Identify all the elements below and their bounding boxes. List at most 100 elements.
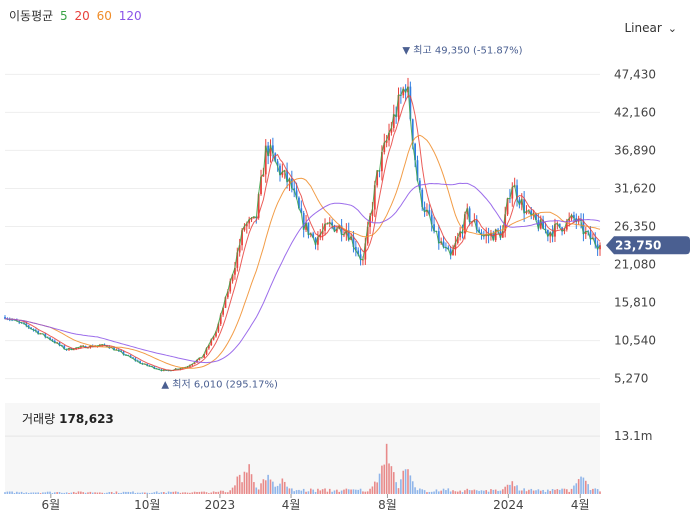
x-tick-label: 4월 [282,498,301,512]
volume-bar [442,488,445,494]
volume-bar [82,492,85,494]
volume-bar [440,490,442,494]
volume-bar [539,490,542,494]
volume-bar [234,485,236,494]
volume-bar [324,488,326,494]
scale-selector[interactable]: Linear ⌄ [624,21,677,35]
candle-body [468,208,471,222]
volume-bar [125,491,127,494]
volume-bar [492,489,495,494]
candle-body [236,252,239,268]
volume-bar [544,491,547,494]
volume-bar [338,491,341,494]
volume-bar [184,492,186,494]
candle-body [68,348,70,350]
volume-bar [568,491,570,494]
volume-bar [592,488,594,494]
candle-body [210,339,213,346]
volume-bar [200,491,203,494]
volume-bar [423,490,426,494]
volume-bar [464,490,466,494]
volume-bar [77,491,80,494]
candle-body [594,237,597,245]
volume-bar [179,492,182,494]
volume-bar [146,492,149,494]
candle-body [174,368,177,371]
volume-bar [151,492,153,494]
candle-body [49,337,51,340]
candle-body [530,210,533,216]
volume-bar [575,483,578,494]
legend-ma5[interactable]: 5 [60,9,68,23]
candle-body [129,355,132,358]
volume-bar [68,493,70,494]
volume-bar [355,489,357,494]
legend-ma120[interactable]: 120 [118,9,142,23]
y-tick-label: 5,270 [614,372,648,386]
candle-body [478,229,481,233]
volume-bar [366,491,369,494]
volume-bar [295,490,298,494]
candle-body [437,231,440,244]
volume-bar [447,488,450,494]
volume-bar [378,473,381,494]
volume-bar [411,481,414,494]
candle-body [423,206,426,212]
volume-bar [542,489,544,494]
volume-bar [210,492,213,494]
volume-bar [250,474,253,494]
volume-bar [132,491,134,494]
volume-bar [236,476,239,494]
candle-body [518,199,521,205]
volume-bar [117,492,120,494]
candle-body [189,365,191,367]
x-tick-label: 8월 [378,498,397,512]
candle-body [262,174,265,177]
volume-bar [326,491,329,494]
volume-bar [160,492,163,494]
volume-bar [229,490,231,494]
candle-body [226,291,229,298]
volume-bar [91,492,94,494]
volume-bar [371,486,374,494]
candle-body [542,219,545,229]
volume-bar [499,490,502,494]
volume-bar [224,492,227,494]
volume-bar [359,488,362,494]
candle-body [269,145,272,157]
candle-body [267,145,270,157]
volume-gridlines [5,403,600,493]
volume-bar [103,493,106,494]
candle-body [433,224,435,232]
volume-bar [32,492,35,494]
candle-body [293,188,296,191]
candle-body [506,198,509,215]
volume-title: 거래량 [22,412,56,426]
candle-body [271,145,274,154]
volume-bar [155,491,158,494]
candle-body [347,230,350,240]
volume-bar [212,491,215,494]
legend-ma60[interactable]: 60 [96,9,112,23]
y-tick-label: 10,540 [614,334,656,348]
volume-label: 거래량 178,623 [22,410,114,427]
volume-bar [364,491,367,494]
candle-body [549,232,552,237]
volume-bar [167,491,170,494]
candle-body [544,228,547,231]
candle-body [260,176,262,195]
volume-bar [314,491,317,494]
volume-bar [110,491,113,494]
high-annotation: ▼ 최고 49,350 (-51.87%) [402,45,522,57]
candle-body [229,281,232,292]
volume-bar [120,492,122,494]
volume-bar [87,492,89,494]
legend-ma20[interactable]: 20 [74,9,90,23]
candle-body [63,345,66,350]
volume-bar [416,490,419,494]
candle-body [366,226,369,244]
candle-body [279,165,281,176]
volume-bar [56,492,58,494]
candle-body [582,220,585,235]
